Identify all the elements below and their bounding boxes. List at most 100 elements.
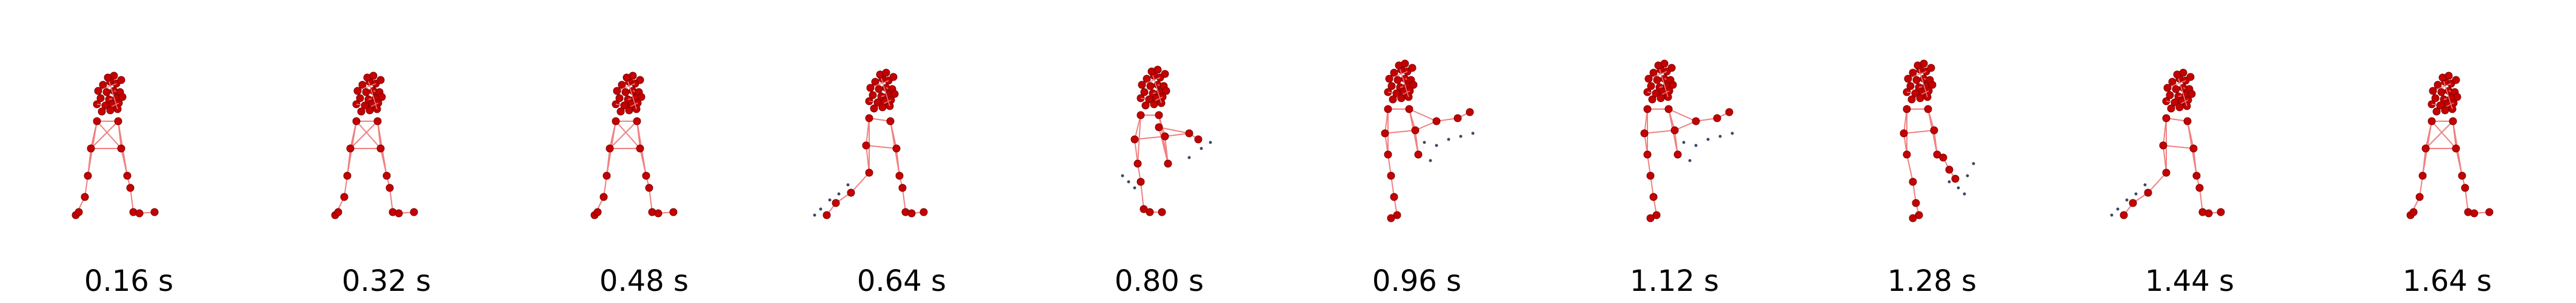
skeleton-joint [1903, 150, 1911, 159]
head-joint [866, 84, 875, 92]
time-caption: 0.32 s [341, 264, 432, 298]
head-joint [1162, 87, 1170, 95]
head-joint [1907, 95, 1916, 104]
skeleton-joint [1640, 129, 1649, 138]
skeleton-joint [2449, 117, 2457, 125]
head-joint [1389, 95, 1397, 104]
frame-2: 0.32 s [258, 0, 515, 303]
head-bone [2442, 77, 2453, 110]
head-joint [1920, 59, 1928, 68]
trail-dot [1966, 174, 1969, 178]
time-caption: 0.80 s [1114, 264, 1204, 298]
skeleton-joint [1909, 214, 1917, 222]
skeleton-joint [1900, 129, 1908, 138]
skeleton-joint [1903, 105, 1911, 113]
skeleton-joint [1939, 153, 1947, 162]
head-joint [1909, 68, 1917, 77]
skeleton-joint [343, 171, 352, 180]
trail-dot [2110, 213, 2114, 217]
skeleton-joint [1405, 105, 1413, 113]
head-bone [879, 74, 890, 107]
skeleton-joint [1643, 105, 1652, 113]
head-joint [1912, 76, 1921, 84]
head-joint [1927, 64, 1935, 72]
skeleton-joint [395, 209, 403, 218]
skeleton-joint [599, 193, 608, 201]
skeleton-joint [1673, 150, 1682, 159]
skeleton-joint [1387, 171, 1395, 180]
skeleton-joint [1390, 193, 1398, 201]
head-joint [2452, 76, 2460, 84]
skeleton-joint [1930, 126, 1938, 135]
skeleton-joint [334, 208, 342, 216]
skeleton-joint [123, 171, 132, 180]
skeleton-joint [865, 168, 873, 177]
skeleton-bone [866, 145, 870, 173]
head-joint [889, 73, 898, 81]
skeleton-joint [2428, 117, 2436, 125]
head-joint [2441, 106, 2449, 115]
skeleton-figure [331, 72, 418, 219]
skeleton-joint [117, 144, 125, 153]
skeleton-bone [649, 187, 653, 213]
skeleton-joint [410, 208, 418, 216]
skeleton-bone [609, 121, 638, 149]
trail-dot [1121, 174, 1124, 178]
skeleton-bone [87, 148, 92, 176]
trail-dot [1947, 180, 1951, 184]
head-joint [2172, 85, 2180, 93]
skeleton-bone [615, 121, 641, 149]
head-joint [2453, 93, 2461, 101]
skeleton-joint [1185, 129, 1193, 138]
skeleton-joint [2470, 209, 2478, 218]
skeleton-joint [892, 144, 901, 153]
head-joint [1657, 94, 1665, 102]
head-bone [2177, 74, 2187, 107]
head-joint [629, 72, 637, 80]
head-joint [869, 91, 877, 99]
skeleton-figure [1900, 59, 1975, 222]
skeleton-joint [81, 193, 89, 201]
head-joint [2444, 72, 2453, 80]
skeleton-joint [895, 171, 904, 180]
skeleton-joint [1161, 132, 1169, 141]
trail-dot [1435, 144, 1438, 147]
head-joint [882, 68, 890, 77]
skeleton-bone [1134, 115, 1141, 140]
skeleton-joint [907, 209, 916, 218]
skeleton-joint [135, 209, 144, 218]
skeleton-joint [2162, 114, 2171, 122]
skeleton-joint [2458, 171, 2466, 180]
skeleton-joint [376, 144, 385, 153]
head-joint [875, 85, 883, 93]
head-joint [2187, 90, 2196, 98]
skeleton-bone [902, 187, 906, 213]
skeleton-joint [606, 144, 614, 153]
skeleton-bone [1137, 115, 1141, 164]
skeleton-joint [636, 144, 644, 153]
head-joint [615, 94, 624, 102]
skeleton-joint [1136, 111, 1145, 119]
head-joint [2186, 73, 2195, 81]
skeleton-joint [2159, 141, 2167, 150]
skeleton-bone [2147, 172, 2167, 193]
time-caption: 0.48 s [599, 264, 689, 298]
head-joint [1660, 59, 1669, 68]
head-joint [1138, 81, 1146, 89]
skeleton-bone [1164, 136, 1169, 164]
skeleton-joint [1713, 114, 1721, 122]
skeleton-figure [813, 68, 928, 219]
skeleton-bone [1934, 130, 1938, 155]
skeleton-joint [2192, 171, 2201, 180]
trail-dot [1963, 192, 1966, 196]
skeleton-joint [2195, 184, 2204, 192]
skeleton-joint [669, 208, 678, 216]
skeleton-joint [75, 208, 83, 216]
skeleton-figure [1640, 59, 1734, 222]
skeleton-joint [1692, 117, 1700, 125]
head-joint [878, 103, 887, 112]
head-bone [1398, 65, 1409, 98]
skeleton-joint [2204, 209, 2213, 218]
head-joint [2163, 84, 2172, 92]
skeleton-bone [1158, 127, 1190, 134]
